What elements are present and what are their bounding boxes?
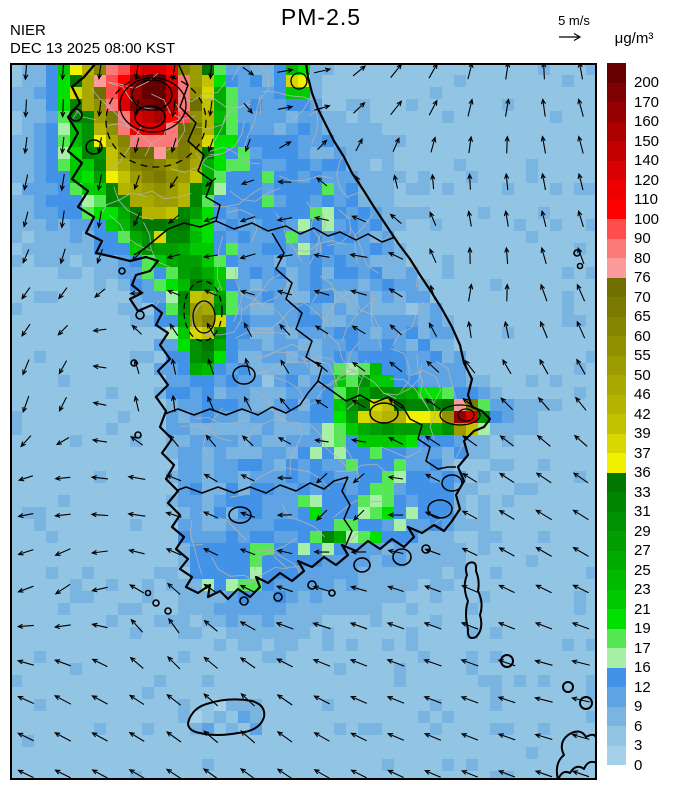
colorbar-segment (607, 160, 626, 180)
colorbar-segment (607, 219, 626, 239)
colorbar-tick-label: 60 (634, 327, 651, 345)
colorbar-segment (607, 238, 626, 258)
colorbar-segment (607, 355, 626, 375)
colorbar-segment (607, 82, 626, 102)
colorbar-tick-label: 160 (634, 113, 660, 130)
colorbar-tick-label: 140 (634, 152, 660, 169)
colorbar-tick-label: 37 (634, 444, 651, 462)
colorbar-segment (607, 492, 626, 512)
colorbar-segment (607, 277, 626, 297)
colorbar-segment (607, 726, 626, 746)
colorbar-segment (607, 570, 626, 590)
map-svg (10, 61, 598, 783)
colorbar-segment (607, 511, 626, 531)
colorbar-segment (607, 258, 626, 278)
colorbar-segment (607, 648, 626, 668)
colorbar-tick-label: 50 (634, 366, 651, 384)
colorbar-segment (607, 63, 626, 83)
colorbar-tick-label: 17 (634, 639, 651, 657)
colorbar-tick-label: 110 (634, 191, 658, 208)
colorbar-tick-label: 70 (634, 288, 651, 306)
colorbar-segment (607, 336, 626, 356)
colorbar-tick-label: 33 (634, 483, 651, 501)
colorbar-segment (607, 609, 626, 629)
colorbar-segment (607, 550, 626, 570)
colorbar-segment (607, 375, 626, 395)
colorbar-segment (607, 297, 626, 317)
colorbar-segment (607, 414, 626, 434)
colorbar-tick-label: 55 (634, 347, 651, 364)
colorbar-tick-label: 76 (634, 269, 651, 286)
colorbar-segment (607, 745, 626, 765)
colorbar-tick-label: 39 (634, 425, 651, 442)
wind-reference-arrow-icon (559, 32, 582, 42)
colorbar-tick-label: 23 (634, 581, 651, 598)
colorbar-tick-label: 25 (634, 561, 651, 579)
colorbar-tick-label: 9 (634, 698, 643, 715)
colorbar-tick-label: 170 (634, 93, 660, 111)
colorbar-tick-label: 12 (634, 678, 651, 696)
colorbar-tick-label: 6 (634, 717, 643, 735)
colorbar-tick-label: 150 (634, 132, 660, 150)
colorbar-tick-label: 3 (634, 737, 643, 754)
wind-reference-label: 5 m/s (558, 13, 590, 28)
colorbar-tick-label: 120 (634, 171, 660, 189)
colorbar-tick-label: 0 (634, 756, 643, 774)
colorbar-tick-label: 90 (634, 230, 651, 247)
colorbar-tick-label: 200 (634, 74, 660, 91)
unit-label: μg/m³ (614, 30, 654, 47)
colorbar-tick-label: 80 (634, 249, 651, 267)
colorbar-tick-label: 27 (634, 542, 651, 559)
colorbar-tick-label: 65 (634, 308, 651, 325)
page-title: PM-2.5 (280, 4, 362, 30)
colorbar-segment (607, 628, 626, 648)
colorbar-segment (607, 199, 626, 219)
colorbar-segment (607, 394, 626, 414)
colorbar-tick-label: 36 (634, 464, 651, 481)
colorbar-segment (607, 687, 626, 707)
colorbar-segment (607, 102, 626, 122)
colorbar-tick-label: 46 (634, 386, 651, 403)
colorbar-legend: 200 170 160 150 140 120 110 100 90 80 76 70 65 60 55 50… (607, 63, 673, 774)
colorbar-segment (607, 589, 626, 609)
colorbar-segment (607, 180, 626, 200)
colorbar-tick-label: 16 (634, 659, 651, 676)
colorbar-segment (607, 433, 626, 453)
concentration-map (10, 61, 598, 783)
source-label: NIER (10, 22, 46, 39)
colorbar-tick-label: 31 (634, 503, 651, 520)
colorbar-segment (607, 667, 626, 687)
colorbar-tick-label: 42 (634, 405, 651, 423)
colorbar-segment (607, 531, 626, 551)
colorbar-segment (607, 141, 626, 161)
colorbar-tick-label: 100 (634, 210, 660, 228)
colorbar-segment (607, 316, 626, 336)
colorbar-segment (607, 706, 626, 726)
colorbar-segment (607, 472, 626, 492)
datetime-label: DEC 13 2025 08:00 KST (10, 40, 176, 57)
colorbar-tick-label: 21 (634, 600, 651, 618)
colorbar-segment (607, 453, 626, 473)
colorbar-tick-label: 29 (634, 522, 651, 540)
colorbar-tick-label: 19 (634, 620, 651, 637)
colorbar-segment (607, 121, 626, 141)
